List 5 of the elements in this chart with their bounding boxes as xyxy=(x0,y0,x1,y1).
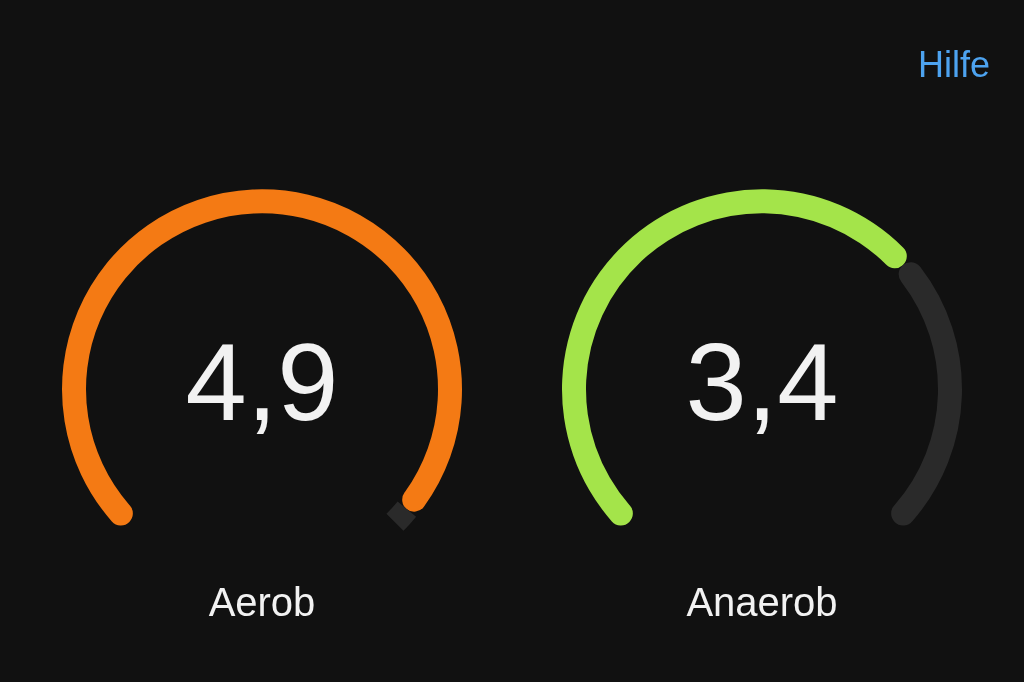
text: Aerob xyxy=(207,580,317,625)
text: Anaerob xyxy=(685,580,839,625)
data-label: 3,4 xyxy=(685,319,839,443)
data-label: 4,9 xyxy=(185,319,339,443)
text: Hilfe xyxy=(917,44,990,86)
